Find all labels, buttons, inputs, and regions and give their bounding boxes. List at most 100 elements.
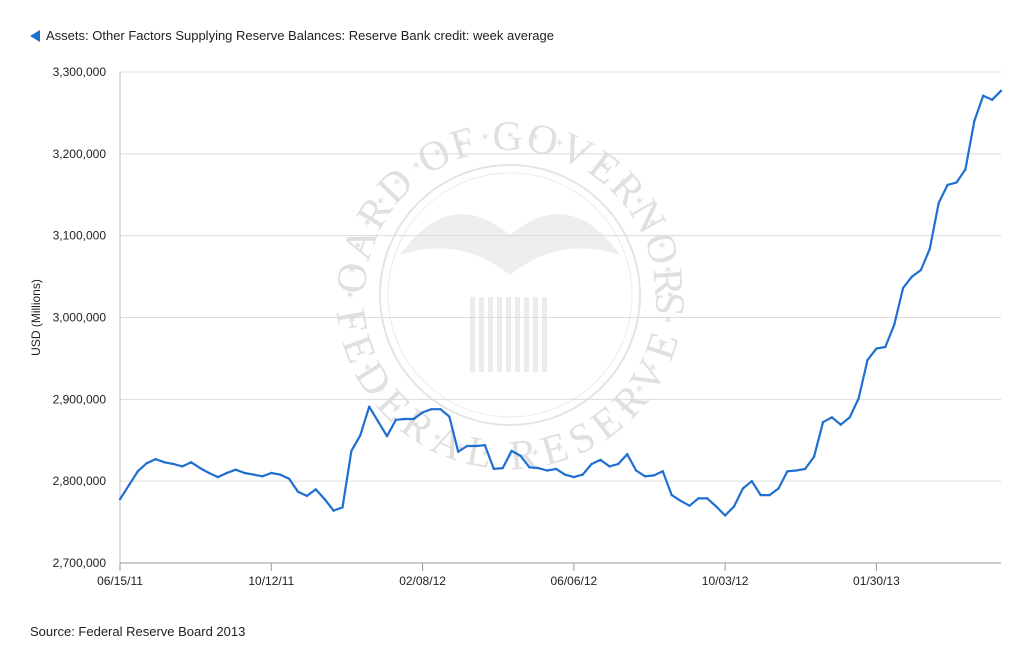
data-point[interactable] <box>839 423 843 426</box>
data-point[interactable] <box>875 347 878 350</box>
data-point[interactable] <box>314 488 317 491</box>
data-point[interactable] <box>305 494 309 498</box>
data-point[interactable] <box>652 474 656 477</box>
data-point[interactable] <box>510 449 513 453</box>
data-point[interactable] <box>581 473 584 476</box>
data-point[interactable] <box>955 181 958 184</box>
data-point[interactable] <box>563 473 567 476</box>
data-point[interactable] <box>937 201 940 205</box>
legend-label[interactable]: Assets: Other Factors Supplying Reserve … <box>46 28 554 43</box>
data-point[interactable] <box>439 407 442 411</box>
data-point[interactable] <box>243 471 246 475</box>
data-point[interactable] <box>661 470 665 473</box>
data-point[interactable] <box>421 411 424 414</box>
data-point[interactable] <box>216 475 220 479</box>
data-point[interactable] <box>928 247 932 250</box>
data-point[interactable] <box>501 466 504 470</box>
data-point[interactable] <box>252 473 255 476</box>
data-point[interactable] <box>999 89 1003 93</box>
data-point[interactable] <box>643 475 647 478</box>
data-point[interactable] <box>804 467 807 471</box>
data-point[interactable] <box>697 497 700 500</box>
data-point[interactable] <box>715 505 718 508</box>
data-point[interactable] <box>741 487 745 490</box>
data-point[interactable] <box>154 457 157 461</box>
data-point[interactable] <box>198 466 202 470</box>
data-point[interactable] <box>670 493 673 497</box>
data-point[interactable] <box>278 473 282 476</box>
data-point[interactable] <box>857 397 860 400</box>
data-point[interactable] <box>723 514 727 517</box>
data-point[interactable] <box>866 358 869 362</box>
data-point[interactable] <box>350 449 353 453</box>
series-line[interactable] <box>119 90 1002 517</box>
data-point[interactable] <box>554 467 558 471</box>
data-point[interactable] <box>412 417 415 421</box>
data-point[interactable] <box>599 458 602 462</box>
data-point[interactable] <box>456 450 460 453</box>
data-point[interactable] <box>287 477 291 480</box>
data-point[interactable] <box>181 465 184 468</box>
data-point[interactable] <box>367 405 371 408</box>
data-point[interactable] <box>172 462 175 466</box>
data-point[interactable] <box>982 94 985 97</box>
data-point[interactable] <box>759 493 762 497</box>
data-point[interactable] <box>795 469 798 472</box>
data-point[interactable] <box>394 418 398 421</box>
data-point[interactable] <box>590 462 593 466</box>
data-point[interactable] <box>545 469 549 472</box>
data-point[interactable] <box>964 168 967 171</box>
data-point[interactable] <box>608 465 611 468</box>
data-point[interactable] <box>225 471 228 475</box>
data-point[interactable] <box>919 268 923 272</box>
data-point[interactable] <box>786 470 789 473</box>
data-point[interactable] <box>830 416 834 419</box>
data-point[interactable] <box>189 461 193 464</box>
data-point[interactable] <box>537 466 540 470</box>
data-point[interactable] <box>679 499 682 503</box>
data-point[interactable] <box>973 119 976 123</box>
data-point[interactable] <box>617 462 620 466</box>
data-point[interactable] <box>946 183 949 187</box>
data-point[interactable] <box>626 452 629 456</box>
data-point[interactable] <box>732 505 736 508</box>
data-point[interactable] <box>990 98 994 102</box>
data-point[interactable] <box>519 454 522 457</box>
data-point[interactable] <box>688 504 691 507</box>
data-point[interactable] <box>910 275 914 278</box>
data-point[interactable] <box>848 416 851 419</box>
data-point[interactable] <box>474 444 478 448</box>
data-point[interactable] <box>901 286 905 290</box>
data-point[interactable] <box>261 475 264 478</box>
data-point[interactable] <box>341 506 344 509</box>
data-point[interactable] <box>234 468 237 471</box>
data-point[interactable] <box>768 493 771 497</box>
legend-marker-icon[interactable] <box>30 29 40 42</box>
data-point[interactable] <box>430 407 433 411</box>
data-point[interactable] <box>163 461 166 464</box>
data-point[interactable] <box>385 434 389 438</box>
data-point[interactable] <box>207 471 211 475</box>
data-point[interactable] <box>528 466 531 469</box>
data-point[interactable] <box>812 455 816 458</box>
data-point[interactable] <box>448 415 451 418</box>
data-point[interactable] <box>634 469 638 472</box>
data-point[interactable] <box>359 434 362 437</box>
data-point[interactable] <box>821 421 825 424</box>
data-point[interactable] <box>332 509 335 512</box>
data-point[interactable] <box>403 417 406 421</box>
data-point[interactable] <box>296 490 300 494</box>
data-point[interactable] <box>270 471 273 475</box>
data-point[interactable] <box>884 345 887 349</box>
data-point[interactable] <box>145 461 148 465</box>
data-point[interactable] <box>492 467 495 471</box>
data-point[interactable] <box>483 443 487 447</box>
data-point[interactable] <box>706 497 709 500</box>
data-point[interactable] <box>136 470 139 473</box>
data-point[interactable] <box>893 323 896 327</box>
data-point[interactable] <box>376 420 380 423</box>
data-point[interactable] <box>127 484 131 487</box>
data-point[interactable] <box>750 479 754 483</box>
data-point[interactable] <box>777 487 780 490</box>
data-point[interactable] <box>118 497 122 501</box>
